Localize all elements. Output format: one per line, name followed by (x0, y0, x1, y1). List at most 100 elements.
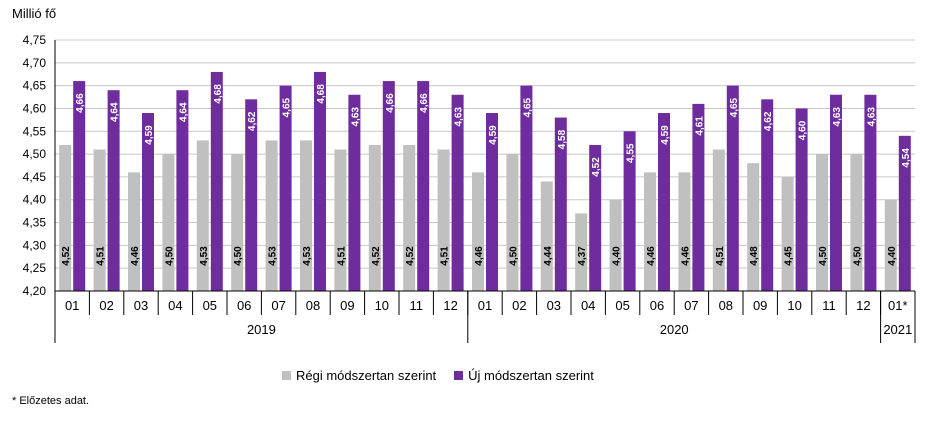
bar-old (816, 154, 828, 291)
x-tick-label: 09 (753, 298, 767, 313)
bar-new (245, 99, 258, 291)
bar-new (658, 113, 670, 291)
x-tick-label: 10 (787, 298, 801, 313)
x-tick-label: 03 (547, 298, 561, 313)
data-label-old: 4,50 (508, 246, 519, 266)
data-label-old: 4,53 (199, 246, 210, 266)
bar-old (506, 154, 519, 291)
y-tick-label: 4,70 (23, 56, 47, 70)
bar-old (644, 172, 656, 291)
data-label-old: 4,51 (336, 246, 347, 266)
legend: Régi módszertan szerint Új módszertan sz… (282, 368, 612, 383)
data-label-new: 4,65 (729, 97, 740, 117)
data-label-new: 4,65 (522, 97, 533, 117)
bar-new (692, 103, 705, 292)
y-tick-label: 4,40 (23, 193, 47, 207)
bar-new (761, 99, 774, 291)
bar-old (781, 176, 794, 291)
x-tick-label: 07 (684, 298, 698, 313)
data-label-new: 4,63 (832, 107, 843, 127)
year-label: 2019 (247, 322, 276, 337)
data-label-old: 4,44 (543, 246, 554, 266)
data-label-old: 4,48 (749, 246, 760, 266)
data-label-old: 4,51 (96, 246, 107, 266)
data-label-new: 4,59 (488, 125, 499, 145)
y-tick-label: 4,50 (23, 147, 47, 161)
bar-new (107, 90, 120, 291)
bar-new (314, 71, 326, 291)
bar-old (59, 144, 72, 291)
year-label: 2021 (883, 322, 912, 337)
y-tick-label: 4,45 (23, 170, 47, 184)
data-label-old: 4,46 (680, 246, 691, 266)
data-label-old: 4,40 (612, 246, 623, 266)
bar-old (231, 154, 244, 291)
data-label-old: 4,51 (440, 246, 451, 266)
x-tick-label: 10 (375, 298, 389, 313)
bar-new (348, 94, 361, 291)
legend-swatch-new (454, 371, 464, 380)
data-label-old: 4,51 (715, 246, 726, 266)
bar-old (128, 172, 140, 291)
data-label-old: 4,46 (474, 246, 485, 266)
data-label-old: 4,50 (233, 246, 244, 266)
legend-item-old: Régi módszertan szerint (282, 368, 436, 383)
legend-swatch-old (282, 371, 291, 380)
data-label-new: 4,68 (213, 84, 224, 104)
bar-old (540, 181, 553, 291)
data-label-old: 4,46 (130, 246, 141, 266)
data-label-old: 4,46 (646, 246, 657, 266)
bar-new (795, 108, 808, 291)
bar-new (451, 94, 464, 291)
x-tick-label: 05 (615, 298, 629, 313)
bar-old (437, 149, 450, 291)
data-label-new: 4,61 (694, 116, 705, 136)
bar-new (210, 71, 223, 291)
bar-old (747, 163, 760, 291)
y-tick-label: 4,60 (23, 101, 47, 115)
data-label-old: 4,45 (784, 246, 795, 266)
bar-old (162, 154, 175, 291)
x-tick-label: 07 (271, 298, 285, 313)
data-label-old: 4,52 (405, 246, 416, 266)
data-label-old: 4,53 (302, 246, 313, 266)
bar-new (176, 90, 189, 291)
bar-old (93, 149, 106, 291)
bar-old (300, 140, 312, 291)
x-tick-label: 01* (888, 298, 908, 313)
y-tick-label: 4,20 (23, 284, 47, 298)
data-label-new: 4,55 (626, 143, 637, 163)
x-tick-label: 02 (99, 298, 113, 313)
y-tick-label: 4,75 (23, 33, 47, 47)
bar-new (279, 85, 292, 292)
bar-new (864, 94, 877, 291)
data-label-old: 4,50 (164, 246, 175, 266)
bar-old (850, 154, 863, 291)
x-tick-label: 12 (443, 298, 457, 313)
x-tick-label: 06 (650, 298, 664, 313)
bar-old (472, 172, 484, 291)
year-label: 2020 (660, 322, 689, 337)
bar-old (884, 199, 897, 291)
data-label-new: 4,59 (660, 125, 671, 145)
data-label-new: 4,60 (798, 120, 809, 140)
x-tick-label: 05 (203, 298, 217, 313)
data-label-new: 4,63 (350, 107, 361, 127)
footnote: * Előzetes adat. (12, 395, 90, 407)
data-label-old: 4,40 (887, 246, 898, 266)
bar-old (403, 144, 416, 291)
bar-old (265, 140, 278, 291)
data-label-new: 4,66 (75, 93, 86, 113)
bar-old (334, 149, 347, 291)
data-label-old: 4,52 (61, 246, 72, 266)
legend-label-old: Régi módszertan szerint (296, 368, 437, 383)
data-label-new: 4,65 (282, 97, 293, 117)
bar-old (368, 144, 381, 291)
y-axis-title: Millió fő (12, 6, 57, 21)
data-label-new: 4,68 (316, 84, 327, 104)
data-label-new: 4,66 (385, 93, 396, 113)
bar-new (623, 131, 636, 291)
data-label-old: 4,37 (577, 246, 588, 266)
data-label-new: 4,52 (591, 157, 602, 177)
bar-old (712, 149, 725, 291)
